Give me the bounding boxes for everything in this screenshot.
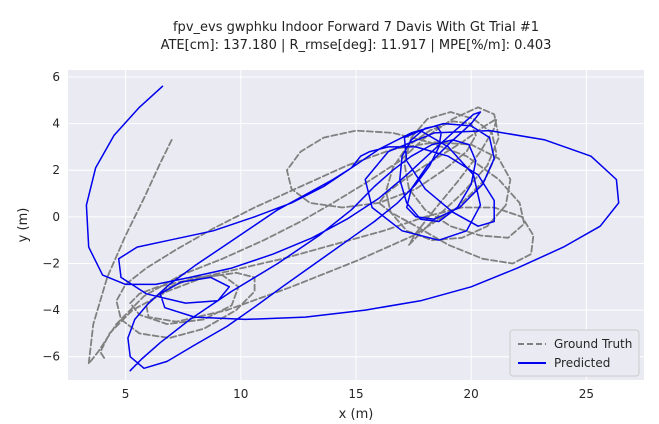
legend-predicted-label: Predicted bbox=[554, 356, 610, 370]
x-tick-label: 10 bbox=[233, 387, 248, 401]
tick-labels: 5 10 15 20 25 −6 −4 −2 0 2 4 6 bbox=[42, 70, 594, 401]
x-axis-label: x (m) bbox=[339, 407, 374, 422]
x-tick-label: 5 bbox=[122, 387, 130, 401]
series-layer bbox=[85, 85, 620, 372]
grid bbox=[68, 70, 644, 380]
y-tick-label: 0 bbox=[52, 210, 60, 224]
y-tick-label: 2 bbox=[52, 163, 60, 177]
predicted-line bbox=[85, 85, 620, 372]
y-tick-label: −6 bbox=[42, 350, 60, 364]
y-tick-label: 4 bbox=[52, 117, 60, 131]
x-tick-label: 25 bbox=[579, 387, 594, 401]
chart-title: fpv_evs gwphku Indoor Forward 7 Davis Wi… bbox=[173, 20, 539, 35]
x-tick-label: 20 bbox=[464, 387, 479, 401]
y-tick-label: −2 bbox=[42, 256, 60, 270]
legend: Ground Truth Predicted bbox=[509, 329, 640, 377]
y-tick-label: −4 bbox=[42, 303, 60, 317]
x-tick-label: 15 bbox=[348, 387, 363, 401]
y-tick-label: 6 bbox=[52, 70, 60, 84]
legend-ground-truth-label: Ground Truth bbox=[554, 337, 632, 351]
chart-subtitle: ATE[cm]: 137.180 | R_rmse[deg]: 11.917 |… bbox=[161, 38, 552, 53]
y-axis-label: y (m) bbox=[16, 208, 31, 243]
legend-box bbox=[509, 329, 640, 377]
